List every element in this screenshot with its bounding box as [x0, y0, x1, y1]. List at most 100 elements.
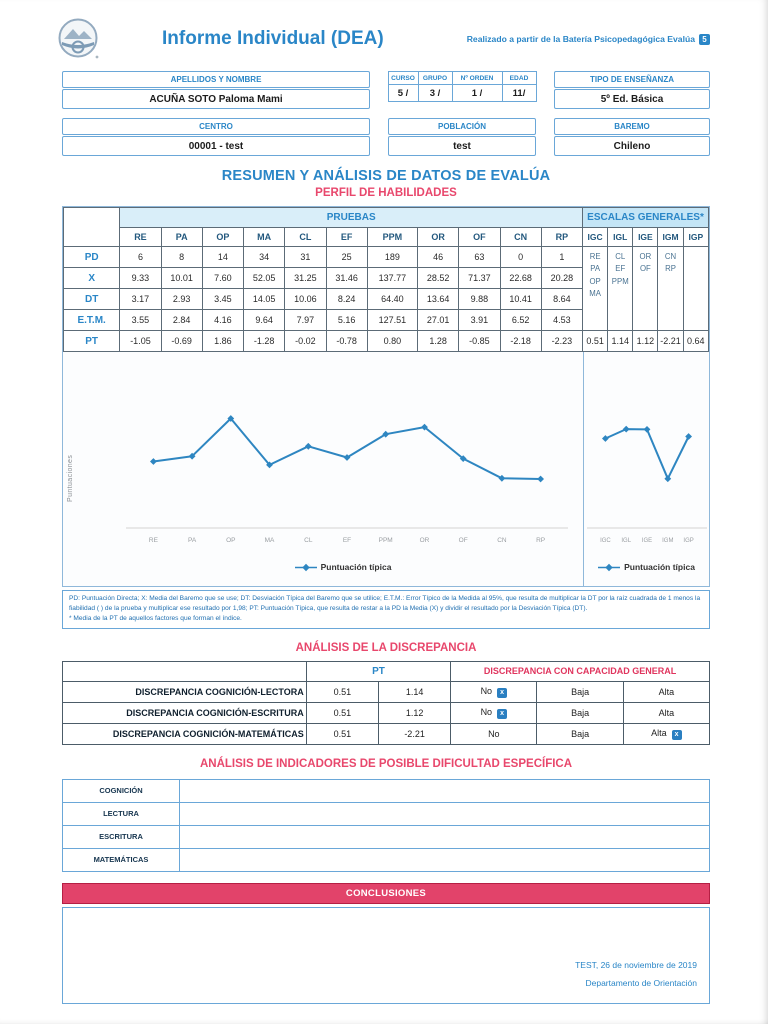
disc-pt-value: 1.12: [377, 701, 452, 724]
form-row-1: APELLIDOS Y NOMBRE ACUÑA SOTO Paloma Mam…: [62, 71, 710, 109]
svg-text:MA: MA: [265, 537, 275, 544]
centro-label: CENTRO: [62, 118, 370, 135]
page-title: Informe Individual (DEA): [162, 28, 384, 49]
apellidos-label: APELLIDOS Y NOMBRE: [62, 71, 370, 88]
date-line: TEST, 26 de noviembre de 2019: [575, 959, 697, 970]
pruebas-chart-legend: Puntuación típica: [294, 562, 392, 572]
col-IGM: IGM: [657, 227, 684, 247]
ensenanza-value: 5º Ed. Básica: [554, 89, 710, 109]
cell-PT-CL: -0.02: [284, 330, 327, 352]
svg-text:OF: OF: [459, 537, 468, 544]
grupo-label: GRUPO: [417, 71, 453, 85]
pt-header: PT: [305, 660, 452, 682]
indicadores-table: COGNICIÓN LECTURA ESCRITURA MATEMÁTICAS: [62, 778, 710, 872]
cell-PT-RP: -2.23: [540, 330, 584, 352]
cell-PD-RE: 6: [119, 246, 162, 268]
escalas-band: ESCALAS GENERALES*: [582, 207, 709, 228]
svg-text:CN: CN: [497, 537, 507, 544]
svg-text:IGC: IGC: [600, 538, 611, 544]
cell-E.T.M.-CL: 7.97: [284, 309, 327, 331]
pruebas-line-chart: RE PA OP MA CL EF PPM OR OF CN RP: [126, 415, 568, 544]
indicator-value: [179, 778, 710, 803]
cell-X-OF: 71.37: [458, 267, 501, 289]
cell-E.T.M.-MA: 9.64: [243, 309, 286, 331]
baremo-value: Chileno: [554, 136, 710, 156]
cell-PT-RE: -1.05: [119, 330, 162, 352]
chart-zone: Puntuaciones RE PA OP MA CL EF PPM OR OF CN RP Pun…: [63, 352, 709, 586]
cell-DT-PPM: 64.40: [366, 288, 419, 310]
grupo-value: 3 /: [417, 84, 453, 102]
composition-IGM: CN RP: [657, 246, 684, 331]
indicator-label: ESCRITURA: [62, 824, 180, 849]
composition-IGL: CL EF PPM: [607, 246, 634, 331]
cell-X-PPM: 137.77: [366, 267, 419, 289]
cell-DT-RP: 8.64: [540, 288, 584, 310]
cell-PD-OF: 63: [458, 246, 501, 268]
cell-DT-CL: 10.06: [284, 288, 327, 310]
cell-DT-OP: 3.45: [201, 288, 245, 310]
row-label-X: X: [62, 267, 121, 289]
col-MA: MA: [243, 227, 286, 247]
cell-E.T.M.-RP: 4.53: [540, 309, 584, 331]
cell-E.T.M.-EF: 5.16: [325, 309, 368, 331]
legend-label: Puntuación típica: [320, 562, 392, 572]
report-header: Informe Individual (DEA) Realizado a par…: [58, 16, 710, 62]
puntuaciones-table: PRUEBAS ESCALAS GENERALES* RE PA OP MA CL EF PPM…: [62, 207, 710, 352]
corner-cell: [62, 207, 121, 247]
cell-DT-PA: 2.93: [160, 288, 203, 310]
centro-value: 00001 - test: [62, 136, 370, 156]
field-ensenanza: TIPO DE ENSEÑANZA 5º Ed. Básica: [554, 71, 710, 109]
col-IGE: IGE: [632, 227, 659, 247]
cell-PT-OF: -0.85: [458, 330, 501, 352]
svg-text:PA: PA: [188, 537, 197, 544]
ensenanza-label: TIPO DE ENSEÑANZA: [554, 71, 710, 88]
disc-option: No x: [450, 680, 538, 703]
row-label-PT: PT: [62, 330, 121, 352]
svg-text:PPM: PPM: [379, 537, 393, 544]
cell-DT-EF: 8.24: [325, 288, 368, 310]
row-label-E.T.M.: E.T.M.: [62, 309, 121, 331]
escalas-line-chart: IGC IGL IGE IGM IGP: [586, 425, 707, 544]
cell-PT-PPM: 0.80: [366, 330, 419, 352]
cell-PT-EF: -0.78: [325, 330, 368, 352]
cell-PD-PA: 8: [160, 246, 203, 268]
escalas-chart-area: IGC IGL IGE IGM IGP Puntuación típica: [583, 352, 709, 586]
pruebas-chart-area: RE PA OP MA CL EF PPM OR OF CN RP Puntuación típic…: [103, 352, 583, 586]
svg-text:RE: RE: [149, 537, 159, 544]
cell-PT-IGC: 0.51: [582, 330, 609, 352]
disc-option: No x: [450, 701, 538, 724]
disc-pt-value: -2.21: [377, 722, 452, 745]
row-label-PD: PD: [62, 246, 121, 268]
disc-pt-value: 0.51: [305, 680, 379, 703]
svg-text:IGM: IGM: [662, 538, 673, 544]
disc-option: Baja: [536, 722, 624, 745]
legend-marker-icon: [294, 563, 317, 571]
cell-E.T.M.-OP: 4.16: [201, 309, 245, 331]
cell-PD-CL: 31: [284, 246, 327, 268]
cell-X-MA: 52.05: [243, 267, 286, 289]
cell-E.T.M.-RE: 3.55: [119, 309, 162, 331]
composition-IGC: RE PA OP MA: [582, 246, 609, 331]
col-PA: PA: [160, 227, 203, 247]
discrepancia-table: PT DISCREPANCIA CON CAPACIDAD GENERAL DISC…: [62, 660, 711, 745]
curso-label: CURSO: [387, 71, 419, 85]
subtitle-text: Realizado a partir de la Batería Psicope…: [466, 34, 695, 44]
checked-box-icon: x: [497, 708, 508, 719]
disc-option: Alta: [622, 701, 711, 724]
cell-DT-CN: 10.41: [499, 288, 542, 310]
indicator-value: [179, 824, 710, 849]
y-axis-label: Puntuaciones: [67, 454, 74, 502]
disc-option: Alta: [622, 680, 711, 703]
resumen-title: RESUMEN Y ANÁLISIS DE DATOS DE EVALÚA: [221, 168, 551, 184]
col-OF: OF: [458, 227, 501, 247]
conclusiones-box: TEST, 26 de noviembre de 2019 Departamen…: [62, 906, 710, 1004]
cell-DT-RE: 3.17: [119, 288, 162, 310]
col-CL: CL: [284, 227, 327, 247]
composition-IGE: OR OF: [632, 246, 659, 331]
svg-text:IGP: IGP: [683, 538, 693, 544]
cell-PT-OR: 1.28: [417, 330, 460, 352]
cell-X-CL: 31.25: [284, 267, 327, 289]
form-row-2: CENTRO 00001 - test POBLACIÓN test BAREM…: [62, 118, 710, 156]
cell-PD-EF: 25: [325, 246, 368, 268]
apellidos-value: ACUÑA SOTO Paloma Mami: [62, 89, 370, 109]
